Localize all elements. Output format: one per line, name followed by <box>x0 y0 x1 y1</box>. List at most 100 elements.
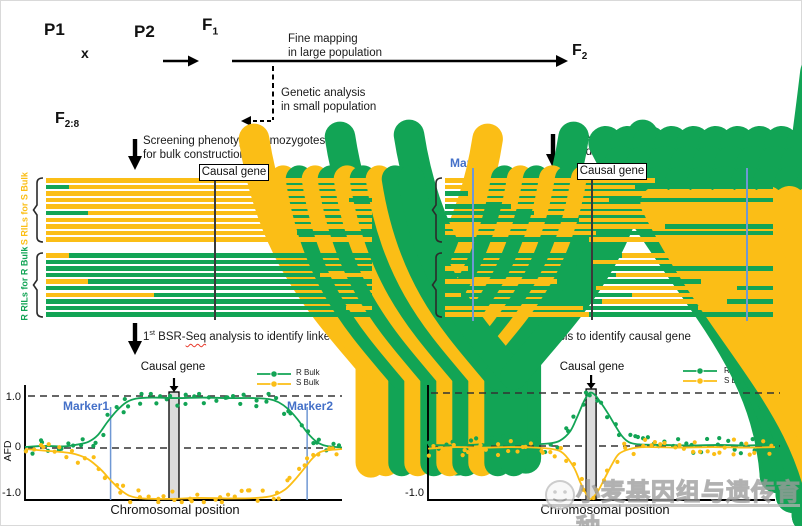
ril-chromosome-bar <box>46 259 372 265</box>
ril-chromosome-bar <box>445 210 773 216</box>
chromosome-segment <box>46 210 89 216</box>
r-rils-group-label: R RILs for R Bulk <box>19 246 30 321</box>
chromosome-segment <box>68 184 372 190</box>
ril-chromosome-bar <box>46 237 372 242</box>
p1-label: P1 <box>44 20 65 39</box>
ril-chromosome-bar <box>445 279 773 284</box>
ril-chromosome-bar <box>445 230 773 236</box>
chromosome-segment <box>445 197 609 203</box>
ril-chromosome-bar <box>445 292 773 298</box>
chromosome-segment <box>727 299 773 304</box>
r-recombinants-group-label: R recombinants for R Bulk <box>403 250 425 319</box>
chromosome-segment <box>46 184 69 190</box>
chromosome-segment <box>445 217 580 223</box>
chromosome-segment <box>445 259 593 265</box>
ril-chromosome-bar <box>46 312 372 317</box>
bsr1-step-text: 1st BSR-Seq analysis to identify linked … <box>143 329 382 343</box>
chromosome-segment <box>319 272 372 278</box>
chromosome-segment <box>582 305 698 311</box>
chromosome-segment <box>445 305 583 311</box>
ril-chromosome-bar <box>46 197 372 203</box>
causal-gene-line-left <box>214 179 216 320</box>
chromosome-segment <box>46 305 346 311</box>
chromosome-segment <box>445 285 596 291</box>
chromosome-segment <box>445 279 557 284</box>
ril-chromosome-bar <box>46 210 372 216</box>
ril-chromosome-bar <box>46 253 372 258</box>
chromosome-segment <box>46 292 154 298</box>
marker1-line <box>472 168 474 321</box>
causal-gene-box-right: Causal gene <box>577 163 647 180</box>
chromosome-segment <box>467 191 773 196</box>
chromosome-segment <box>46 253 69 258</box>
p2-label: P2 <box>134 22 155 41</box>
chromosome-segment <box>635 184 773 190</box>
chromosome-segment <box>445 204 511 209</box>
ril-chromosome-bar <box>445 305 773 311</box>
ril-chromosome-bar <box>46 184 372 190</box>
arrow-bsr1 <box>128 323 142 355</box>
ytick-1-left: 1.0 <box>5 391 21 403</box>
bsr2-step-text: 2nd BSR-Seq analysis to identify causal … <box>463 329 691 343</box>
ril-chromosome-bar <box>445 285 773 291</box>
ril-chromosome-bar <box>46 299 372 304</box>
causal-gene-annotation-left: Causal gene <box>140 361 206 373</box>
chromosome-segment <box>349 197 372 203</box>
chromosome-segment <box>445 299 603 304</box>
fine-mapping-note: Fine mapping in large population <box>288 33 382 60</box>
ytick-neg1-right: -1.0 <box>405 487 424 499</box>
chromosome-segment <box>445 237 590 242</box>
chromosome-segment <box>46 204 372 209</box>
chromosome-segment <box>445 210 534 216</box>
ril-chromosome-bar <box>445 259 773 265</box>
cross-symbol: x <box>81 45 89 61</box>
chromosome-segment <box>609 197 773 203</box>
chromosome-segment <box>46 237 372 242</box>
chromosome-segment <box>736 285 773 291</box>
ril-chromosome-bar <box>46 279 372 284</box>
ril-chromosome-bar <box>445 217 773 223</box>
arrow-f1-to-f2 <box>232 55 568 67</box>
afd-plot-left <box>23 370 343 505</box>
watermark-text: 小麦基因组与遗传育种 <box>575 478 801 526</box>
ril-chromosome-bar <box>46 305 372 311</box>
chromosome-segment <box>595 285 737 291</box>
chromosome-segment <box>631 292 773 298</box>
ytick-0-left: 0 <box>14 441 21 453</box>
ril-chromosome-bar <box>46 230 372 236</box>
chromosome-segment <box>615 272 773 278</box>
ril-chromosome-bar <box>445 197 773 203</box>
s-recombinant-bars <box>445 178 773 244</box>
s-rils-bars <box>46 178 372 244</box>
chromosome-segment <box>579 217 773 223</box>
group-bracket <box>32 252 44 318</box>
chromosome-segment <box>510 204 773 209</box>
chromosome-segment <box>445 224 665 229</box>
chromosome-segment <box>46 285 372 291</box>
chromosome-segment <box>445 272 616 278</box>
ril-chromosome-bar <box>445 266 773 271</box>
watermark-logo-icon <box>545 480 575 510</box>
ytick-neg1-left: -1.0 <box>2 487 21 499</box>
chromosome-segment <box>664 224 773 229</box>
ril-chromosome-bar <box>445 184 773 190</box>
ril-chromosome-bar <box>445 272 773 278</box>
arrow-screening-right <box>546 134 560 168</box>
ril-chromosome-bar <box>46 191 372 196</box>
xlabel-left: Chromosomal position <box>110 502 240 517</box>
r-rils-bars <box>46 253 372 319</box>
chromosome-segment <box>467 266 773 271</box>
ril-chromosome-bar <box>445 237 773 242</box>
chromosome-segment <box>46 312 372 317</box>
chromosome-segment <box>46 266 372 271</box>
ril-chromosome-bar <box>445 299 773 304</box>
ril-chromosome-bar <box>445 191 773 196</box>
ril-chromosome-bar <box>445 253 773 258</box>
group-bracket <box>431 177 443 243</box>
f2-label: F2 <box>572 42 588 63</box>
chromosome-segment <box>445 230 596 236</box>
r-recombinant-bars <box>445 253 773 319</box>
chromosome-segment <box>46 217 372 223</box>
ril-chromosome-bar <box>46 266 372 271</box>
